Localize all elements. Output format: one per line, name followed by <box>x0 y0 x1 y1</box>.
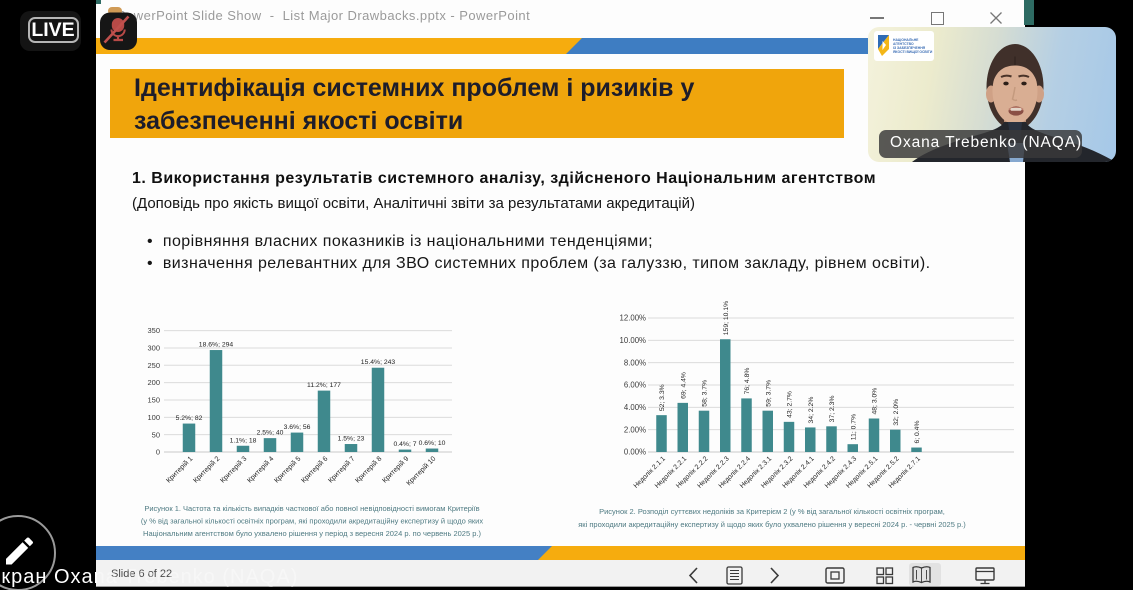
svg-text:(у % від загальної кількості о: (у % від загальної кількості освітніх пр… <box>141 517 483 526</box>
svg-text:0.6%; 10: 0.6%; 10 <box>419 440 446 447</box>
svg-text:1.5%; 23: 1.5%; 23 <box>338 436 365 443</box>
svg-text:Критерій 8: Критерій 8 <box>354 455 384 485</box>
svg-text:3.6%; 56: 3.6%; 56 <box>284 424 311 431</box>
svg-text:0: 0 <box>156 448 160 457</box>
svg-text:12.00%: 12.00% <box>620 314 647 323</box>
svg-text:43; 2.7%: 43; 2.7% <box>787 391 794 418</box>
svg-text:Рисунок 2. Розподіл суттєвих н: Рисунок 2. Розподіл суттєвих недоліків з… <box>599 507 945 516</box>
svg-text:18.6%; 294: 18.6%; 294 <box>199 342 234 349</box>
svg-text:які проходили акредитаційну ек: які проходили акредитаційну експертизу й… <box>578 520 966 529</box>
svg-text:50: 50 <box>152 430 160 439</box>
svg-text:34; 2.2%: 34; 2.2% <box>808 397 815 424</box>
svg-text:Національним агентством було у: Національним агентством було ухвалено рі… <box>143 529 481 538</box>
svg-text:4.00%: 4.00% <box>624 403 646 412</box>
svg-text:15.4%; 243: 15.4%; 243 <box>361 359 396 366</box>
svg-text:Критерій 4: Критерій 4 <box>246 455 276 485</box>
svg-text:5.2%; 82: 5.2%; 82 <box>176 415 203 422</box>
svg-text:Критерій 1: Критерій 1 <box>165 455 195 485</box>
svg-text:58; 3.7%: 58; 3.7% <box>702 380 709 407</box>
svg-text:150: 150 <box>147 396 160 405</box>
svg-text:32; 2.0%: 32; 2.0% <box>893 399 900 426</box>
svg-text:0.4%; 7: 0.4%; 7 <box>393 441 416 448</box>
svg-text:300: 300 <box>147 344 160 353</box>
svg-text:200: 200 <box>147 378 160 387</box>
svg-text:159; 10.1%: 159; 10.1% <box>723 301 730 335</box>
svg-text:59; 3.7%: 59; 3.7% <box>765 380 772 407</box>
svg-text:250: 250 <box>147 361 160 370</box>
svg-text:10.00%: 10.00% <box>620 336 647 345</box>
svg-text:Критерій 10: Критерій 10 <box>405 455 438 488</box>
svg-text:100: 100 <box>147 413 160 422</box>
svg-text:48; 3.0%: 48; 3.0% <box>872 388 879 415</box>
svg-text:Критерій 9: Критерій 9 <box>381 455 411 485</box>
svg-text:11.2%; 177: 11.2%; 177 <box>307 382 341 389</box>
svg-text:8.00%: 8.00% <box>624 358 646 367</box>
svg-text:69; 4.4%: 69; 4.4% <box>680 372 687 399</box>
svg-text:Критерій 2: Критерій 2 <box>192 455 222 485</box>
svg-text:Критерій 3: Критерій 3 <box>219 455 249 485</box>
svg-text:6; 0.4%: 6; 0.4% <box>914 420 921 443</box>
svg-text:2.00%: 2.00% <box>624 425 646 434</box>
svg-text:76; 4.8%: 76; 4.8% <box>744 368 751 395</box>
svg-text:Критерій 7: Критерій 7 <box>327 455 357 485</box>
svg-text:11; 0.7%: 11; 0.7% <box>850 414 857 440</box>
svg-text:37; 2.3%: 37; 2.3% <box>829 395 836 422</box>
svg-text:1.1%; 18: 1.1%; 18 <box>230 437 257 444</box>
svg-text:Критерій 6: Критерій 6 <box>300 455 330 485</box>
svg-text:6.00%: 6.00% <box>624 381 646 390</box>
svg-text:2.5%; 40: 2.5%; 40 <box>257 430 284 437</box>
svg-text:0.00%: 0.00% <box>624 448 646 457</box>
svg-text:Критерій 5: Критерій 5 <box>273 455 303 485</box>
svg-text:52; 3.3%: 52; 3.3% <box>659 384 666 411</box>
svg-text:350: 350 <box>147 326 160 335</box>
svg-text:Рисунок 1. Частота та кількіст: Рисунок 1. Частота та кількість випадків… <box>144 504 479 513</box>
